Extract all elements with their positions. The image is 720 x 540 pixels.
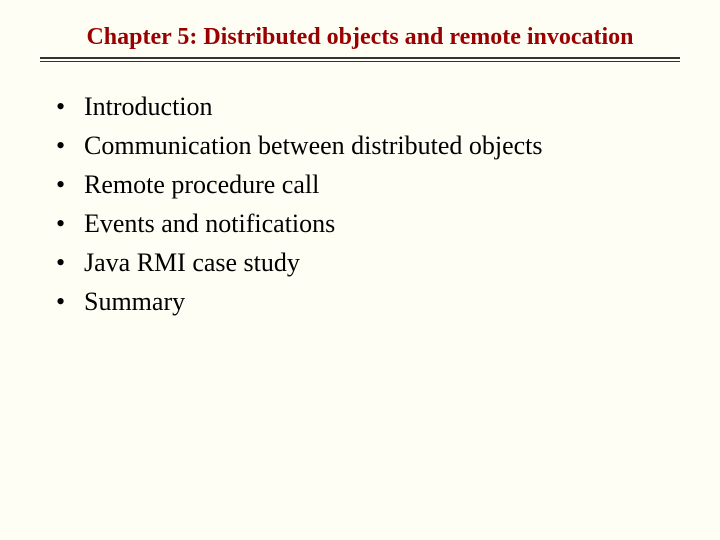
- title-divider: [40, 57, 680, 62]
- bullet-text: Summary: [84, 285, 185, 319]
- list-item: • Summary: [56, 285, 680, 319]
- slide-container: Chapter 5: Distributed objects and remot…: [0, 0, 720, 540]
- bullet-marker-icon: •: [56, 246, 70, 280]
- bullet-text: Events and notifications: [84, 207, 335, 241]
- slide-title: Chapter 5: Distributed objects and remot…: [40, 24, 680, 51]
- bullet-marker-icon: •: [56, 90, 70, 124]
- list-item: • Java RMI case study: [56, 246, 680, 280]
- list-item: • Remote procedure call: [56, 168, 680, 202]
- bullet-text: Communication between distributed object…: [84, 129, 543, 163]
- list-item: • Introduction: [56, 90, 680, 124]
- bullet-marker-icon: •: [56, 285, 70, 319]
- list-item: • Events and notifications: [56, 207, 680, 241]
- bullet-marker-icon: •: [56, 207, 70, 241]
- bullet-text: Introduction: [84, 90, 213, 124]
- bullet-text: Java RMI case study: [84, 246, 300, 280]
- bullet-text: Remote procedure call: [84, 168, 319, 202]
- bullet-marker-icon: •: [56, 129, 70, 163]
- list-item: • Communication between distributed obje…: [56, 129, 680, 163]
- bullet-list: • Introduction • Communication between d…: [40, 90, 680, 319]
- bullet-marker-icon: •: [56, 168, 70, 202]
